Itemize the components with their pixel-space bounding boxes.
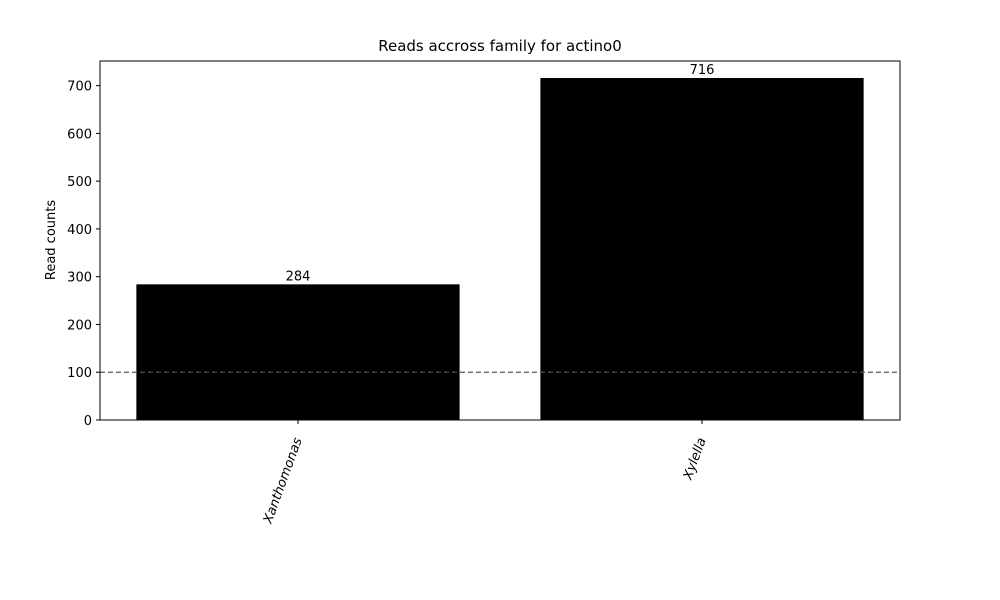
y-axis-ticks: 0 100 200 300 400 500 600 700 (67, 80, 100, 429)
y-tick-label-0: 0 (84, 414, 92, 429)
data-labels-layer: 284 716 (286, 63, 715, 284)
bar-xanthomonas (136, 284, 460, 420)
y-axis-label: Read counts (44, 200, 59, 280)
data-label-xanthomonas: 284 (286, 269, 311, 284)
y-tick-label-600: 600 (67, 127, 92, 142)
y-tick-label-200: 200 (67, 318, 92, 333)
data-label-xylella: 716 (690, 63, 715, 78)
plot-frame (99, 60, 901, 421)
bars-layer (136, 78, 864, 420)
y-tick-label-400: 400 (67, 223, 92, 238)
y-tick-label-300: 300 (67, 271, 92, 286)
bar-xylella (540, 78, 864, 420)
y-tick-label-100: 100 (67, 366, 92, 381)
chart-title: Reads accross family for actino0 (378, 37, 622, 55)
y-tick-label-500: 500 (67, 175, 92, 190)
y-tick-label-700: 700 (67, 80, 92, 95)
